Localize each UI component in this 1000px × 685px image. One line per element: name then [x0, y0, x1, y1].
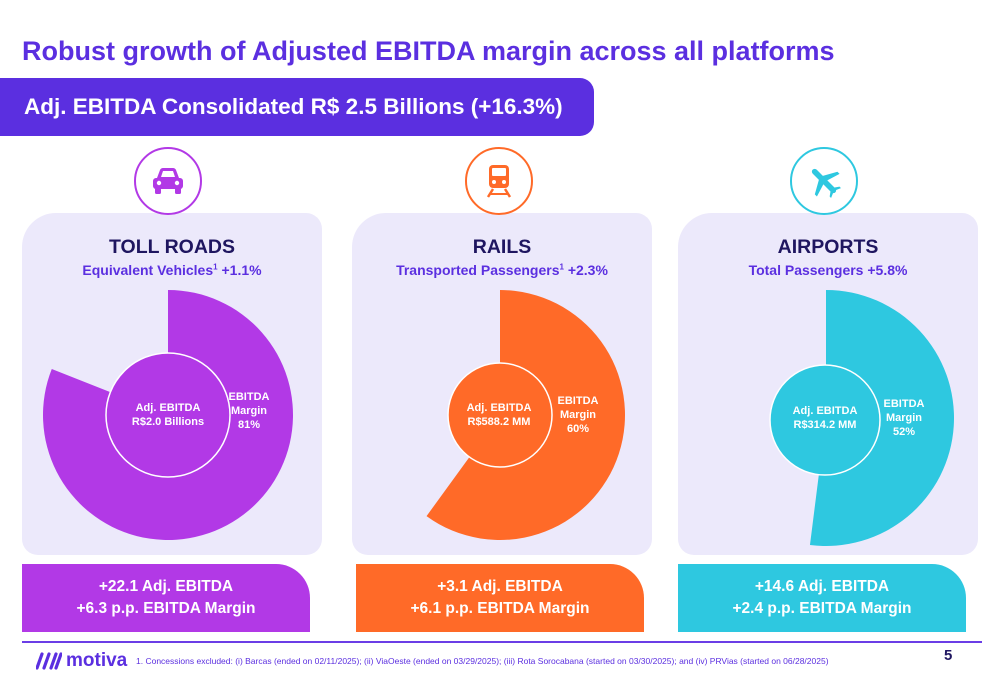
rails-summary-line-2: +6.1 p.p. EBITDA Margin — [410, 600, 590, 617]
rails-title: RAILS — [472, 236, 532, 258]
airports-margin-value: 52% — [893, 426, 915, 438]
toll-roads-icon-badge — [134, 147, 202, 215]
toll-roads-margin-label-1: EBITDA — [229, 391, 270, 403]
airplane-icon — [811, 168, 841, 198]
toll-roads-inner-label-2: R$2.0 Billions — [132, 416, 204, 428]
footnote: 1. Concessions excluded: (i) Barcas (end… — [136, 656, 829, 666]
toll-roads-summary-line-2: +6.3 p.p. EBITDA Margin — [76, 600, 256, 617]
rails-margin-value: 60% — [567, 423, 589, 435]
toll-roads-margin-label-2: Margin — [231, 405, 267, 417]
rails-summary-line-1: +3.1 Adj. EBITDA — [437, 578, 563, 595]
toll-roads-summary-line-1: +22.1 Adj. EBITDA — [98, 578, 234, 595]
airports-margin-label-2: Margin — [886, 412, 922, 424]
toll-roads-inner-circle — [105, 352, 231, 478]
rails-summary: +3.1 Adj. EBITDA +6.1 p.p. EBITDA Margin — [356, 564, 644, 632]
toll-roads-inner-label-1: Adj. EBITDA — [136, 402, 201, 414]
consolidated-banner: Adj. EBITDA Consolidated R$ 2.5 Billions… — [0, 78, 594, 136]
page-title: Robust growth of Adjusted EBITDA margin … — [22, 36, 835, 66]
airports-inner-label-2: R$314.2 MM — [794, 419, 857, 431]
airports-icon-badge — [790, 147, 858, 215]
rails-inner-label-2: R$588.2 MM — [468, 416, 531, 428]
toll-roads-subtitle: Equivalent Vehicles1 +1.1% — [82, 262, 262, 278]
rails-margin-label-1: EBITDA — [558, 395, 599, 407]
toll-roads-margin-value: 81% — [238, 419, 260, 431]
rails-subtitle: Transported Passengers1 +2.3% — [396, 262, 608, 278]
airports-inner-label-1: Adj. EBITDA — [793, 405, 858, 417]
airports-subtitle: Total Passengers +5.8% — [748, 262, 908, 278]
rails-inner-circle — [447, 362, 553, 468]
rails-header: RAILS Transported Passengers1 +2.3% — [352, 236, 652, 278]
footer-divider — [22, 641, 982, 643]
motiva-logo-text: motiva — [66, 650, 128, 671]
motiva-logo-icon — [36, 652, 62, 670]
train-icon — [486, 165, 512, 198]
motiva-logo: motiva — [36, 650, 127, 672]
airports-title: AIRPORTS — [777, 236, 879, 258]
airports-summary: +14.6 Adj. EBITDA +2.4 p.p. EBITDA Margi… — [678, 564, 966, 632]
rails-inner-label-1: Adj. EBITDA — [467, 402, 532, 414]
toll-roads-title: TOLL ROADS — [108, 236, 236, 258]
airports-margin-chart: Adj. EBITDA R$314.2 MM EBITDA Margin 52% — [769, 290, 955, 546]
rails-icon-badge — [465, 147, 533, 215]
airports-summary-line-1: +14.6 Adj. EBITDA — [754, 578, 890, 595]
page-number: 5 — [944, 647, 953, 664]
airports-margin-arc — [809, 290, 955, 546]
rails-margin-label-2: Margin — [560, 409, 596, 421]
toll-roads-header: TOLL ROADS Equivalent Vehicles1 +1.1% — [22, 236, 322, 278]
rails-margin-chart: Adj. EBITDA R$588.2 MM EBITDA Margin 60% — [426, 290, 625, 540]
airports-header: AIRPORTS Total Passengers +5.8% — [678, 236, 978, 278]
airports-margin-label-1: EBITDA — [884, 398, 925, 410]
airports-inner-circle — [769, 364, 881, 476]
toll-roads-summary: +22.1 Adj. EBITDA +6.3 p.p. EBITDA Margi… — [22, 564, 310, 632]
airports-summary-line-2: +2.4 p.p. EBITDA Margin — [732, 600, 912, 617]
car-icon — [153, 168, 183, 194]
toll-roads-margin-chart: Adj. EBITDA R$2.0 Billions EBITDA Margin… — [43, 290, 294, 540]
